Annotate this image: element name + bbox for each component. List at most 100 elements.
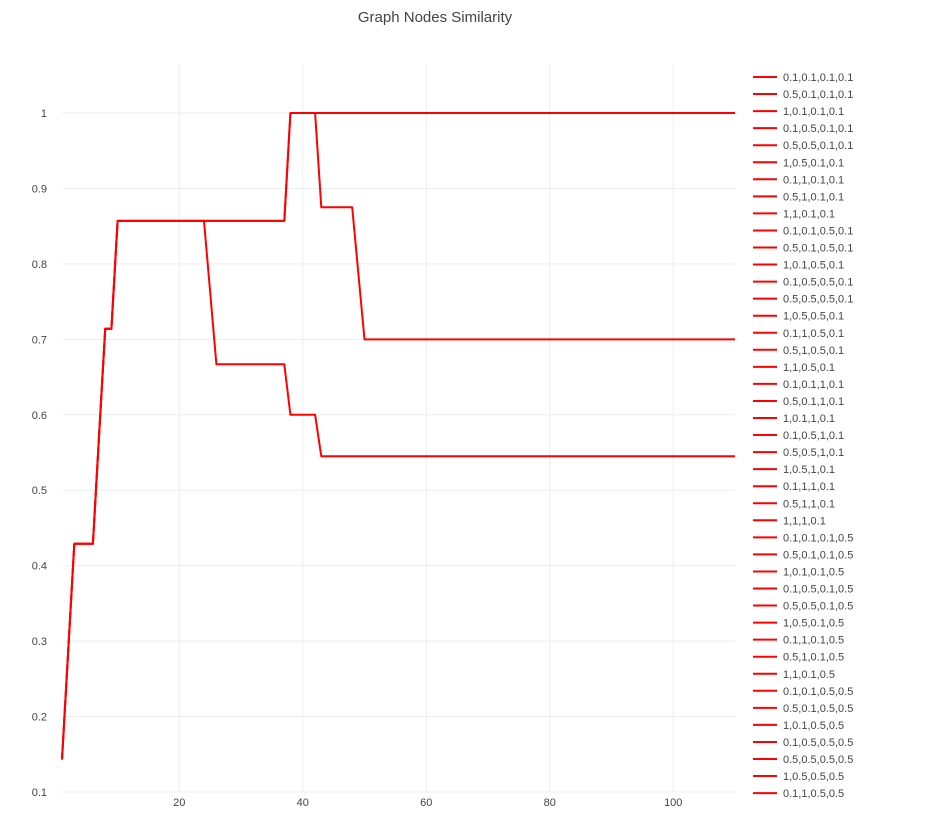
legend-label: 0.5,0.1,0.5,0.1 (783, 243, 853, 255)
series-line[interactable] (61, 112, 735, 760)
x-axis-ticks: 20 40 60 80 100 (173, 797, 682, 809)
legend-label: 0.1,0.5,0.1,0.5 (783, 584, 853, 596)
legend-item[interactable]: 1,0.1,0.1,0.5 (753, 566, 844, 578)
legend-label: 0.1,1,0.1,0.5 (783, 635, 844, 647)
x-tick-label: 60 (420, 797, 432, 809)
legend-item[interactable]: 0.1,1,0.5,0.1 (753, 328, 844, 340)
legend-label: 1,1,0.1,0.5 (783, 669, 835, 681)
legend-item[interactable]: 0.5,1,1,0.1 (753, 498, 835, 510)
legend-item[interactable]: 0.5,0.5,0.1,0.1 (753, 140, 853, 152)
legend-item[interactable]: 0.5,1,0.5,0.1 (753, 345, 844, 357)
y-tick-label: 0.1 (32, 787, 47, 799)
legend-label: 0.1,0.1,0.1,0.1 (783, 72, 853, 84)
legend-item[interactable]: 1,0.5,0.1,0.5 (753, 618, 844, 630)
legend-item[interactable]: 1,1,1,0.1 (753, 515, 826, 527)
legend-item[interactable]: 1,0.1,0.5,0.1 (753, 260, 844, 272)
legend-label: 0.1,0.1,0.1,0.5 (783, 532, 853, 544)
legend-item[interactable]: 1,0.1,1,0.1 (753, 413, 835, 425)
legend-item[interactable]: 0.5,0.1,0.1,0.1 (753, 89, 853, 101)
legend-label: 0.5,0.1,0.5,0.5 (783, 703, 853, 715)
legend-item[interactable]: 0.5,0.1,0.1,0.5 (753, 549, 853, 561)
legend-label: 0.1,0.1,0.5,0.5 (783, 686, 853, 698)
legend-label: 1,0.1,0.1,0.5 (783, 566, 844, 578)
legend-item[interactable]: 1,1,0.1,0.5 (753, 669, 835, 681)
legend[interactable]: 0.1,0.1,0.1,0.1 0.5,0.1,0.1,0.1 1,0.1,0.1,… (753, 72, 853, 800)
x-tick-label: 20 (173, 797, 185, 809)
y-axis-ticks: 0.1 0.2 0.3 0.4 0.5 0.6 0.7 0.8 0.9 1 (32, 108, 47, 799)
y-tick-label: 0.4 (32, 561, 47, 573)
legend-label: 1,1,0.1,0.1 (783, 208, 835, 220)
legend-label: 0.5,1,0.5,0.1 (783, 345, 844, 357)
legend-item[interactable]: 0.5,0.5,0.1,0.5 (753, 601, 853, 613)
legend-label: 0.5,1,1,0.1 (783, 498, 835, 510)
y-tick-label: 0.5 (32, 485, 47, 497)
legend-item[interactable]: 0.1,0.5,0.5,0.1 (753, 277, 853, 289)
y-tick-label: 0.3 (32, 636, 47, 648)
legend-item[interactable]: 0.1,0.1,0.5,0.5 (753, 686, 853, 698)
legend-label: 0.5,0.5,0.5,0.5 (783, 754, 853, 766)
y-tick-label: 0.2 (32, 712, 47, 724)
legend-label: 1,0.5,0.1,0.5 (783, 618, 844, 630)
legend-label: 0.1,0.5,0.1,0.1 (783, 123, 853, 135)
legend-label: 1,0.5,1,0.1 (783, 464, 835, 476)
legend-item[interactable]: 1,0.5,0.1,0.1 (753, 157, 844, 169)
series-line[interactable] (61, 112, 735, 760)
legend-item[interactable]: 0.1,0.5,0.1,0.5 (753, 584, 853, 596)
legend-item[interactable]: 1,0.5,0.5,0.5 (753, 771, 844, 783)
legend-item[interactable]: 0.5,0.5,1,0.1 (753, 447, 844, 459)
legend-label: 0.5,1,0.1,0.1 (783, 191, 844, 203)
legend-label: 0.5,0.5,1,0.1 (783, 447, 844, 459)
legend-label: 0.5,0.5,0.5,0.1 (783, 294, 853, 306)
legend-label: 0.1,1,0.1,0.1 (783, 174, 844, 186)
legend-item[interactable]: 0.1,0.5,1,0.1 (753, 430, 844, 442)
legend-item[interactable]: 0.1,0.5,0.1,0.1 (753, 123, 853, 135)
legend-item[interactable]: 0.1,0.1,0.1,0.5 (753, 532, 853, 544)
legend-item[interactable]: 0.5,1,0.1,0.5 (753, 652, 844, 664)
y-tick-label: 0.8 (32, 259, 47, 271)
legend-item[interactable]: 1,0.1,0.5,0.5 (753, 720, 844, 732)
legend-label: 0.5,0.1,0.1,0.1 (783, 89, 853, 101)
legend-label: 0.5,0.1,1,0.1 (783, 396, 844, 408)
x-tick-label: 100 (664, 797, 682, 809)
legend-label: 1,0.1,1,0.1 (783, 413, 835, 425)
legend-item[interactable]: 1,0.1,0.1,0.1 (753, 106, 844, 118)
legend-label: 1,0.5,0.5,0.1 (783, 311, 844, 323)
legend-item[interactable]: 1,0.5,0.5,0.1 (753, 311, 844, 323)
legend-item[interactable]: 0.1,0.1,0.5,0.1 (753, 225, 853, 237)
legend-label: 1,0.5,0.5,0.5 (783, 771, 844, 783)
legend-item[interactable]: 0.1,0.1,1,0.1 (753, 379, 844, 391)
legend-label: 0.1,1,0.5,0.5 (783, 788, 844, 800)
series-line[interactable] (61, 219, 735, 760)
legend-item[interactable]: 0.1,0.5,0.5,0.5 (753, 737, 853, 749)
legend-label: 0.1,1,0.5,0.1 (783, 328, 844, 340)
legend-label: 1,0.1,0.5,0.5 (783, 720, 844, 732)
legend-item[interactable]: 1,1,0.5,0.1 (753, 362, 835, 374)
legend-item[interactable]: 0.5,0.1,1,0.1 (753, 396, 844, 408)
legend-item[interactable]: 0.1,0.1,0.1,0.1 (753, 72, 853, 84)
legend-label: 0.1,0.1,0.5,0.1 (783, 225, 853, 237)
chart-title: Graph Nodes Similarity (358, 9, 513, 26)
legend-label: 1,0.5,0.1,0.1 (783, 157, 844, 169)
legend-item[interactable]: 1,1,0.1,0.1 (753, 208, 835, 220)
legend-item[interactable]: 0.1,1,1,0.1 (753, 481, 835, 493)
legend-label: 0.1,1,1,0.1 (783, 481, 835, 493)
legend-item[interactable]: 0.1,1,0.1,0.1 (753, 174, 844, 186)
grid-lines (62, 64, 735, 793)
y-tick-label: 1 (41, 108, 47, 120)
y-tick-label: 0.7 (32, 334, 47, 346)
legend-item[interactable]: 0.5,0.1,0.5,0.5 (753, 703, 853, 715)
legend-item[interactable]: 1,0.5,1,0.1 (753, 464, 835, 476)
legend-label: 0.1,0.5,0.5,0.5 (783, 737, 853, 749)
legend-item[interactable]: 0.1,1,0.1,0.5 (753, 635, 844, 647)
series-lines (61, 112, 735, 760)
legend-item[interactable]: 0.5,0.5,0.5,0.1 (753, 294, 853, 306)
legend-item[interactable]: 0.5,0.1,0.5,0.1 (753, 243, 853, 255)
legend-item[interactable]: 0.5,0.5,0.5,0.5 (753, 754, 853, 766)
legend-label: 0.5,0.1,0.1,0.5 (783, 549, 853, 561)
legend-label: 1,1,0.5,0.1 (783, 362, 835, 374)
x-tick-label: 80 (544, 797, 556, 809)
legend-label: 1,0.1,0.1,0.1 (783, 106, 844, 118)
legend-item[interactable]: 0.1,1,0.5,0.5 (753, 788, 844, 800)
legend-item[interactable]: 0.5,1,0.1,0.1 (753, 191, 844, 203)
